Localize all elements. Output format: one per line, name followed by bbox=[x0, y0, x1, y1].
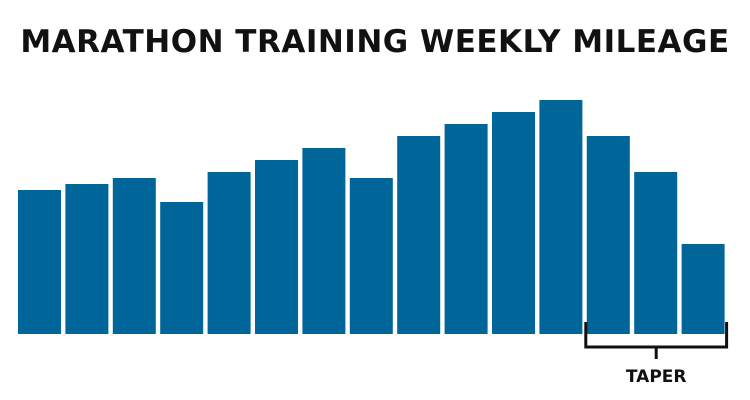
bar-week-3 bbox=[112, 178, 156, 334]
bar-week-11 bbox=[492, 112, 535, 334]
bar-week-6 bbox=[255, 160, 298, 334]
bars bbox=[18, 100, 725, 334]
bracket-line bbox=[584, 322, 729, 359]
bar-week-1 bbox=[18, 190, 61, 334]
bar-week-9 bbox=[397, 136, 441, 334]
bar-week-8 bbox=[349, 178, 393, 334]
bar-week-5 bbox=[207, 172, 251, 334]
bar-week-12 bbox=[539, 100, 583, 334]
bar-week-2 bbox=[65, 184, 109, 334]
bar-week-14 bbox=[634, 172, 678, 334]
bar-week-15 bbox=[681, 244, 725, 334]
bar-week-13 bbox=[586, 136, 630, 334]
bar-week-7 bbox=[302, 148, 346, 334]
taper-bracket bbox=[584, 322, 729, 359]
taper-label: TAPER bbox=[626, 367, 687, 387]
bar-week-4 bbox=[160, 202, 204, 334]
bar-week-10 bbox=[444, 124, 488, 334]
chart-title: MARATHON TRAINING WEEKLY MILEAGE bbox=[20, 24, 730, 60]
